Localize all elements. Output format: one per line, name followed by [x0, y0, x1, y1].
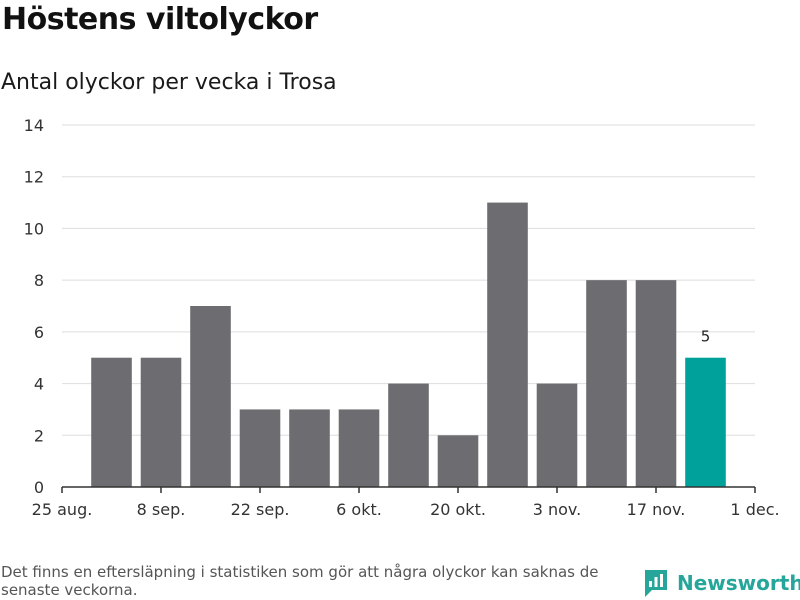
- footnote: Det finns en eftersläpning i statistiken…: [1, 563, 599, 599]
- y-tick-label: 8: [34, 271, 44, 290]
- x-tick-label: 22 sep.: [231, 500, 290, 519]
- y-tick-label: 10: [24, 219, 44, 238]
- x-tick-label: 20 okt.: [430, 500, 486, 519]
- bar: [586, 280, 627, 487]
- bar: [487, 202, 528, 488]
- y-tick-label: 14: [24, 116, 44, 135]
- x-tick-label: 25 aug.: [32, 500, 93, 519]
- bar: [289, 409, 330, 487]
- chart-subtitle: Antal olyckor per vecka i Trosa: [1, 70, 337, 95]
- y-tick-label: 2: [34, 426, 44, 445]
- y-tick-label: 6: [34, 323, 44, 342]
- x-tick-label: 1 dec.: [730, 500, 779, 519]
- y-tick-label: 0: [34, 478, 44, 497]
- x-tick-label: 17 nov.: [627, 500, 686, 519]
- bar: [338, 409, 380, 487]
- bar: [536, 383, 578, 487]
- bar: [437, 435, 479, 487]
- brand-name: Newsworthy: [677, 571, 800, 595]
- chart-title: Höstens viltolyckor: [2, 2, 318, 37]
- x-tick-label: 6 okt.: [336, 500, 382, 519]
- bar: [685, 357, 726, 487]
- bar: [239, 409, 281, 487]
- bar: [388, 383, 429, 487]
- brand-logo: Newsworthy: [643, 568, 800, 598]
- bar-chart: 0 2 4 6 8 10 12 14 5 25 aug. 8 sep. 22 sep. 6 okt. 20…: [24, 116, 780, 519]
- x-tick-label: 8 sep.: [137, 500, 186, 519]
- bar-value-label: 5: [701, 328, 711, 346]
- bar: [140, 357, 182, 487]
- newsworthy-logo-icon: [645, 570, 667, 597]
- bar: [190, 306, 231, 487]
- bar: [635, 280, 677, 487]
- x-tick-label: 3 nov.: [533, 500, 582, 519]
- y-tick-label: 4: [34, 375, 44, 394]
- bar: [91, 357, 132, 487]
- y-tick-label: 12: [24, 168, 44, 187]
